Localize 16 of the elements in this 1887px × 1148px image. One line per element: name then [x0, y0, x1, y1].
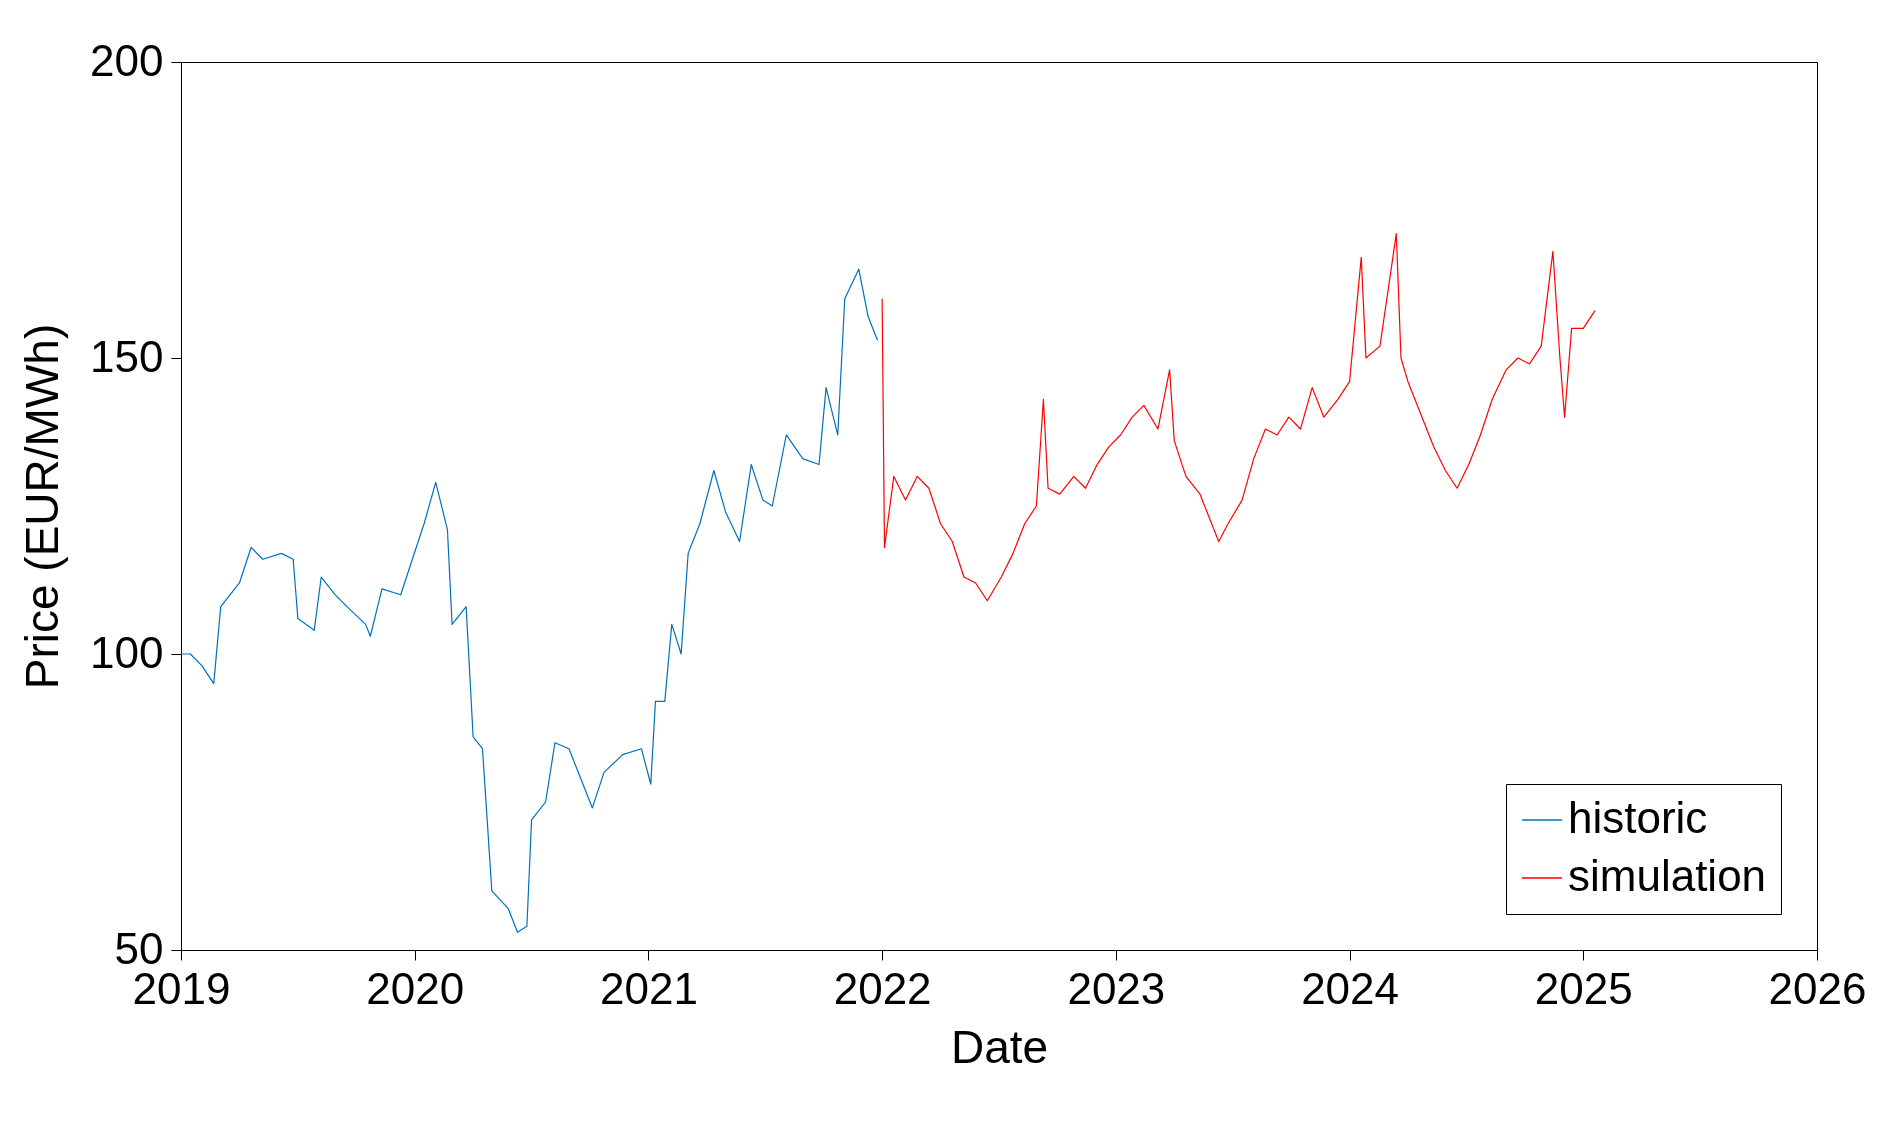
legend-label: simulation — [1568, 851, 1767, 900]
x-axis-title: Date — [950, 1020, 1049, 1073]
line-series — [180, 268, 879, 933]
y-tick-label: 150 — [90, 331, 164, 381]
x-tick-label: 2022 — [833, 963, 932, 1013]
y-axis-title: Price (EUR/MWh) — [16, 323, 69, 690]
y-tick-label: 100 — [90, 627, 164, 677]
x-tick-label: 2021 — [599, 963, 698, 1013]
y-tick-label: 200 — [90, 35, 164, 85]
x-tick-label: 2024 — [1301, 963, 1400, 1013]
x-tick-label: 2023 — [1067, 963, 1166, 1013]
x-tick-label: 2026 — [1768, 963, 1867, 1013]
line-series — [881, 233, 1596, 602]
x-tick-label: 2025 — [1534, 963, 1633, 1013]
x-tick-label: 2020 — [366, 963, 465, 1013]
legend-label: historic — [1568, 793, 1708, 842]
